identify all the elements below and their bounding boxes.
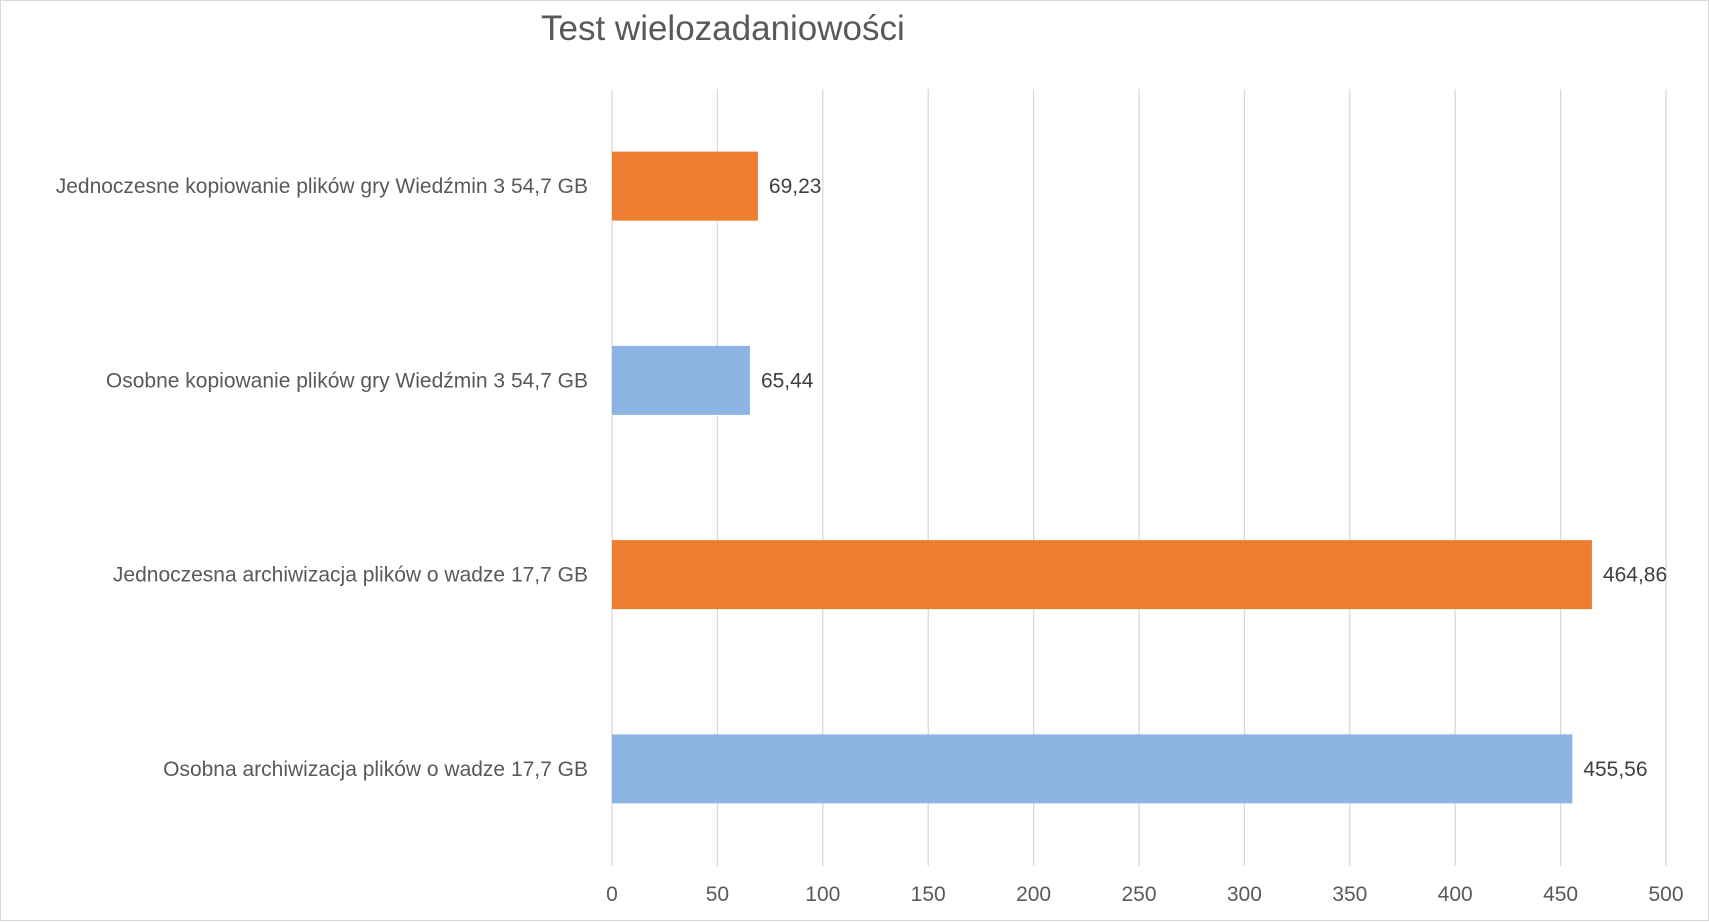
data-label: 464,86 [1603, 564, 1667, 587]
x-tick-label: 350 [1332, 883, 1367, 906]
bar [612, 734, 1573, 804]
x-tick-label: 0 [606, 883, 618, 906]
data-label: 455,56 [1583, 758, 1647, 781]
x-tick-label: 300 [1227, 883, 1262, 906]
data-label: 69,23 [769, 175, 822, 198]
x-tick-label: 50 [706, 883, 729, 906]
x-tick-label: 150 [911, 883, 946, 906]
x-tick-label: 400 [1438, 883, 1473, 906]
data-label: 65,44 [761, 369, 814, 392]
x-axis-tick-labels: 0 50 100 150 200 250 300 350 400 450 500 [606, 883, 1683, 906]
bars [612, 151, 1592, 804]
category-label: Jednoczesne kopiowanie plików gry Wiedźm… [56, 175, 588, 198]
category-labels: Jednoczesne kopiowanie plików gry Wiedźm… [56, 175, 588, 781]
x-tick-label: 200 [1016, 883, 1051, 906]
x-tick-label: 100 [805, 883, 840, 906]
data-labels: 69,23 65,44 464,86 455,56 [761, 175, 1667, 781]
x-tick-label: 450 [1543, 883, 1578, 906]
category-label: Osobne kopiowanie plików gry Wiedźmin 3 … [106, 369, 588, 392]
bar [612, 540, 1592, 610]
category-label: Osobna archiwizacja plików o wadze 17,7 … [163, 758, 588, 781]
chart-title: Test wielozadaniowości [541, 9, 905, 48]
bar [612, 151, 758, 221]
x-tick-label: 250 [1121, 883, 1156, 906]
bar [612, 345, 750, 415]
x-tick-label: 500 [1648, 883, 1683, 906]
category-label: Jednoczesna archiwizacja plików o wadze … [113, 564, 588, 587]
